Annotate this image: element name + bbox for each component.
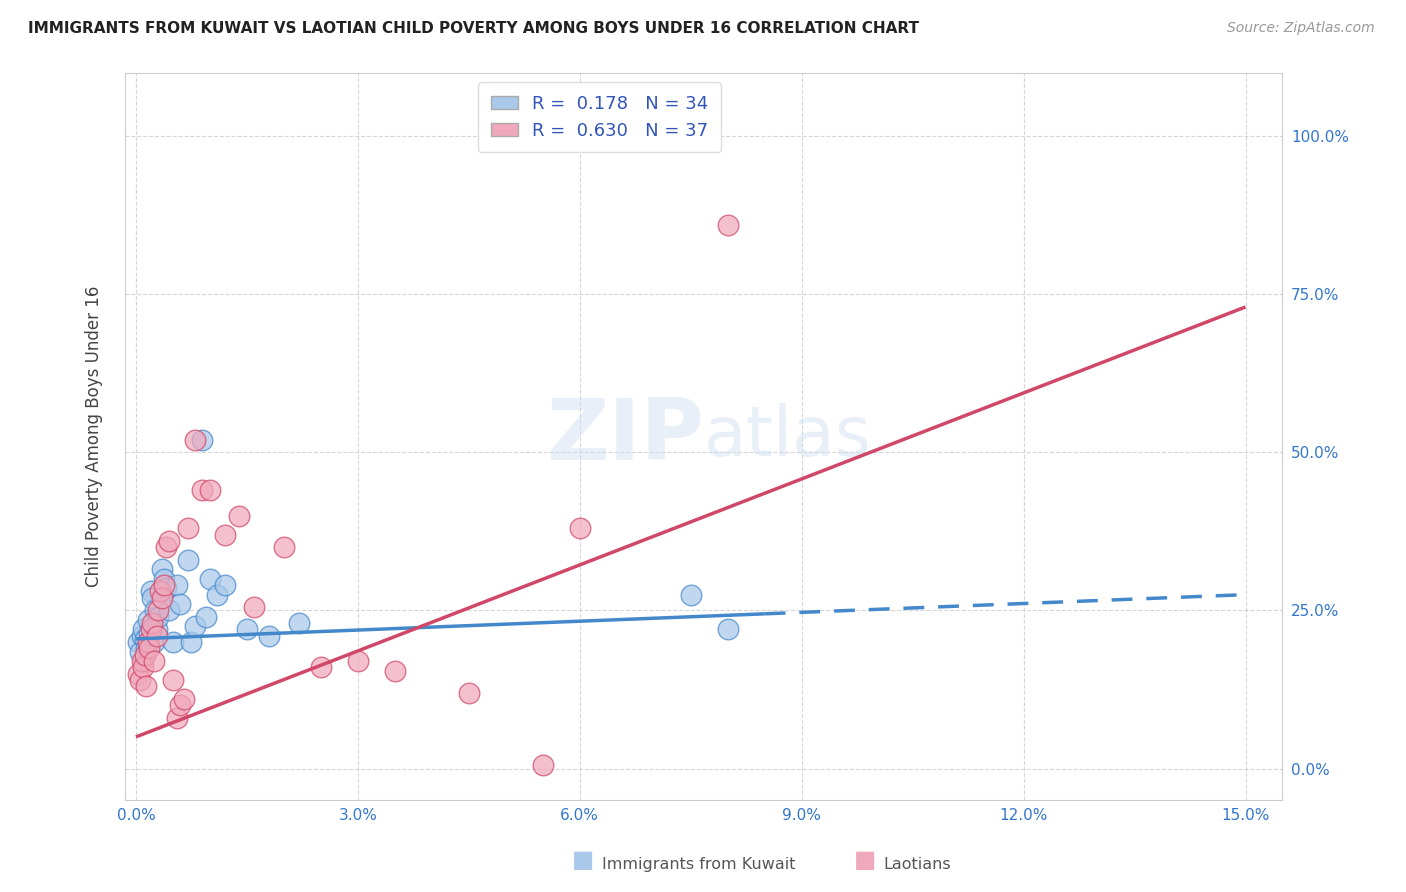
Point (207, 588, 229, 602)
Legend: R =  0.178   N = 34, R =  0.630   N = 37: R = 0.178 N = 34, R = 0.630 N = 37 (478, 82, 721, 153)
Text: Laotians: Laotians (883, 857, 950, 872)
Point (531, 758, 554, 772)
Point (195, 609, 218, 624)
Point (143, 654, 166, 668)
Point (162, 635, 184, 649)
Point (146, 609, 169, 624)
Point (139, 623, 162, 637)
Point (155, 540, 177, 554)
Point (177, 521, 200, 535)
Point (127, 666, 149, 681)
Point (138, 625, 160, 640)
Point (129, 673, 152, 687)
Point (679, 588, 702, 602)
Point (384, 664, 406, 678)
Point (568, 521, 591, 535)
Point (191, 483, 214, 498)
Point (131, 629, 153, 643)
Point (309, 660, 332, 674)
Point (157, 603, 180, 617)
Point (214, 578, 236, 592)
Text: Source: ZipAtlas.com: Source: ZipAtlas.com (1227, 21, 1375, 35)
Point (243, 600, 266, 615)
Y-axis label: Child Poverty Among Boys Under 16: Child Poverty Among Boys Under 16 (86, 285, 103, 587)
Point (139, 584, 162, 599)
Point (135, 641, 157, 656)
Point (132, 660, 155, 674)
Point (717, 623, 740, 637)
Point (257, 629, 280, 643)
Point (145, 623, 167, 637)
Point (153, 578, 176, 592)
Text: ■: ■ (572, 848, 595, 872)
Point (141, 591, 163, 605)
Point (150, 562, 173, 576)
Point (134, 648, 156, 662)
Point (150, 591, 173, 605)
Point (236, 623, 259, 637)
Point (149, 584, 172, 599)
Text: atlas: atlas (703, 403, 872, 470)
Point (198, 572, 221, 586)
Point (146, 603, 169, 617)
Point (214, 527, 236, 541)
Point (287, 616, 309, 631)
Point (145, 629, 167, 643)
Point (198, 483, 221, 498)
Point (177, 553, 200, 567)
Point (162, 673, 184, 687)
Point (717, 218, 740, 232)
Text: IMMIGRANTS FROM KUWAIT VS LAOTIAN CHILD POVERTY AMONG BOYS UNDER 16 CORRELATION : IMMIGRANTS FROM KUWAIT VS LAOTIAN CHILD … (28, 21, 920, 36)
Point (347, 654, 370, 668)
Point (157, 533, 180, 548)
Point (191, 433, 214, 447)
Text: Immigrants from Kuwait: Immigrants from Kuwait (602, 857, 796, 872)
Point (136, 613, 159, 627)
Point (173, 692, 195, 706)
Point (134, 632, 156, 646)
Point (141, 616, 163, 631)
Point (155, 582, 177, 596)
Point (136, 635, 159, 649)
Point (131, 654, 153, 668)
Point (153, 572, 176, 586)
Point (135, 679, 157, 693)
Point (457, 686, 479, 700)
Point (184, 433, 207, 447)
Point (138, 641, 160, 656)
Point (129, 644, 152, 658)
Text: ■: ■ (853, 848, 876, 872)
Point (169, 698, 191, 713)
Point (180, 635, 202, 649)
Point (184, 619, 207, 633)
Point (166, 711, 188, 725)
Point (166, 578, 188, 592)
Point (228, 508, 250, 523)
Point (142, 635, 165, 649)
Point (169, 597, 191, 611)
Point (132, 623, 155, 637)
Point (143, 603, 166, 617)
Text: ZIP: ZIP (546, 395, 703, 478)
Point (127, 635, 149, 649)
Point (273, 540, 295, 554)
